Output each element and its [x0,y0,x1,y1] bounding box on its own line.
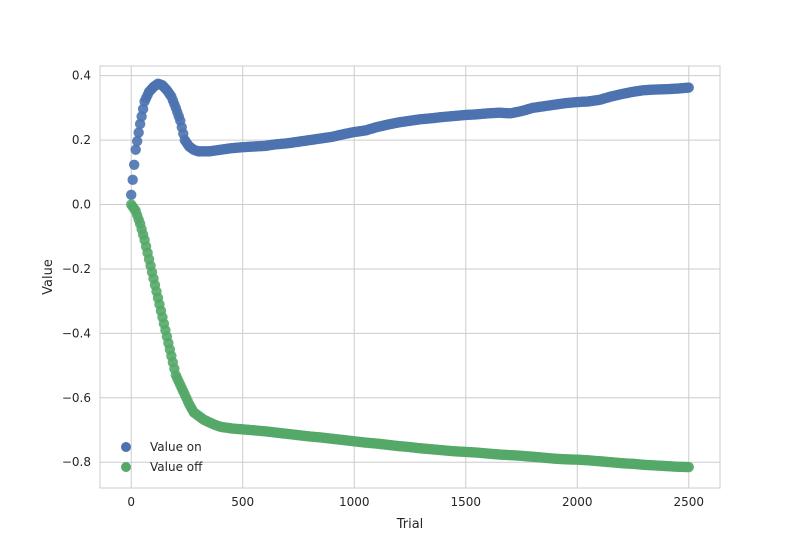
y-axis-label: Value [41,259,56,295]
data-point [683,461,694,473]
data-point [131,135,143,147]
x-tick-label: 1500 [450,495,481,509]
data-point [130,144,141,155]
legend-marker-value-on [121,442,131,452]
legend-label-value-on: Value on [150,440,202,454]
y-tick-label: −0.2 [62,262,91,276]
y-tick-label: 0.2 [72,133,91,147]
y-tick-label: −0.8 [62,455,91,469]
y-tick-labels: 0.4 0.2 0.0 −0.2 −0.4 −0.6 −0.8 [62,69,91,470]
data-point [126,189,137,201]
data-point [129,159,140,170]
data-point [133,127,144,138]
y-tick-label: 0.0 [72,198,91,212]
series-value-off [126,199,694,473]
x-tick-labels: 0 500 1000 1500 2000 2500 [127,495,704,509]
series-layer [126,78,694,473]
plot-frame [99,65,721,489]
x-axis-label: Trial [396,517,424,532]
legend: Value on Value off [121,440,203,474]
data-point [127,174,138,186]
x-tick-label: 1000 [339,495,370,509]
legend-label-value-off: Value off [150,460,203,474]
data-point [683,82,694,93]
x-tick-label: 2000 [562,495,593,509]
series-value-on [126,78,694,201]
y-tick-label: 0.4 [72,69,91,83]
x-tick-label: 0 [127,495,135,509]
x-tick-label: 500 [231,495,254,509]
y-tick-label: −0.4 [62,326,91,340]
x-tick-label: 2500 [674,495,705,509]
plot-background [100,66,720,488]
y-tick-label: −0.6 [62,391,91,405]
legend-marker-value-off [121,462,131,472]
